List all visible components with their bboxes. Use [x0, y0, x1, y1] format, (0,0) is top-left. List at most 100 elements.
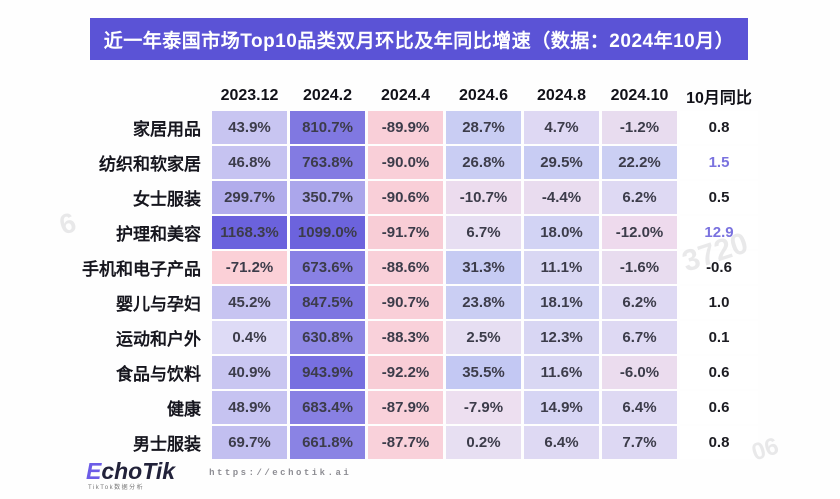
column-header-2: 2024.2 — [303, 87, 352, 104]
heat-cell: 1099.0% — [290, 216, 365, 249]
heat-cell: -90.6% — [368, 181, 443, 214]
column-header-3: 2024.4 — [381, 87, 430, 104]
column-header-6: 2024.10 — [610, 87, 669, 104]
column-header-7: 10月同比 — [686, 90, 752, 107]
heat-cell: -90.7% — [368, 286, 443, 319]
yoy-cell: 0.6 — [680, 356, 758, 389]
heat-cell: 6.2% — [602, 181, 677, 214]
heat-cell: 673.6% — [290, 251, 365, 284]
table-corner — [85, 83, 209, 109]
heat-cell: 29.5% — [524, 146, 599, 179]
row-label-3: 女士服装 — [133, 190, 201, 209]
column-header-5: 2024.8 — [537, 87, 586, 104]
heat-cell: 48.9% — [212, 391, 287, 424]
heat-cell: -87.9% — [368, 391, 443, 424]
heat-cell: 6.7% — [446, 216, 521, 249]
heat-cell: -7.9% — [446, 391, 521, 424]
row-label-1: 家居用品 — [133, 120, 201, 139]
heat-cell: 6.7% — [602, 321, 677, 354]
yoy-cell: 0.6 — [680, 391, 758, 424]
heat-cell: 14.9% — [524, 391, 599, 424]
yoy-cell: 0.1 — [680, 321, 758, 354]
heat-cell: 847.5% — [290, 286, 365, 319]
heat-cell: 12.3% — [524, 321, 599, 354]
heat-cell: 69.7% — [212, 426, 287, 459]
logo-e-glyph: E — [86, 458, 102, 484]
heat-cell: 26.8% — [446, 146, 521, 179]
heatmap-table: 2023.12 2024.2 2024.4 2024.6 2024.8 2024.10 10… — [82, 76, 758, 459]
heat-cell: -1.6% — [602, 251, 677, 284]
heat-cell: 350.7% — [290, 181, 365, 214]
heat-cell: -88.3% — [368, 321, 443, 354]
logo-wordmark: EchoTik — [86, 460, 175, 483]
yoy-cell: 0.8 — [680, 111, 758, 144]
heat-cell: 43.9% — [212, 111, 287, 144]
heat-cell: 810.7% — [290, 111, 365, 144]
heat-cell: 661.8% — [290, 426, 365, 459]
heat-cell: -6.0% — [602, 356, 677, 389]
heat-cell: -1.2% — [602, 111, 677, 144]
watermark-text: 6 — [55, 206, 80, 241]
row-label-2: 纺织和软家居 — [99, 155, 201, 174]
logo-rest: choTik — [101, 458, 176, 484]
heat-cell: 4.7% — [524, 111, 599, 144]
heat-cell: -91.7% — [368, 216, 443, 249]
heat-cell: 46.8% — [212, 146, 287, 179]
column-header-1: 2023.12 — [220, 87, 279, 104]
heat-cell: 23.8% — [446, 286, 521, 319]
heat-cell: 40.9% — [212, 356, 287, 389]
yoy-cell: 0.8 — [680, 426, 758, 459]
yoy-cell: 0.5 — [680, 181, 758, 214]
heat-cell: 22.2% — [602, 146, 677, 179]
yoy-cell: -0.6 — [680, 251, 758, 284]
report-title-bar: 近一年泰国市场Top10品类双月环比及年同比增速（数据：2024年10月） — [90, 18, 748, 60]
heat-cell: 299.7% — [212, 181, 287, 214]
row-label-5: 手机和电子产品 — [82, 260, 201, 279]
footer-url: https://echotik.ai — [209, 468, 352, 478]
heat-cell: 683.4% — [290, 391, 365, 424]
heat-cell: 7.7% — [602, 426, 677, 459]
heat-cell: -10.7% — [446, 181, 521, 214]
heat-cell: -71.2% — [212, 251, 287, 284]
heat-cell: -90.0% — [368, 146, 443, 179]
heat-cell: -4.4% — [524, 181, 599, 214]
heat-cell: 0.4% — [212, 321, 287, 354]
heat-cell: 6.2% — [602, 286, 677, 319]
heat-cell: 763.8% — [290, 146, 365, 179]
row-label-4: 护理和美容 — [116, 225, 201, 244]
report-title: 近一年泰国市场Top10品类双月环比及年同比增速（数据：2024年10月） — [103, 30, 735, 52]
yoy-cell: 1.0 — [680, 286, 758, 319]
row-label-8: 食品与饮料 — [116, 365, 201, 384]
heat-cell: 28.7% — [446, 111, 521, 144]
heat-cell: 0.2% — [446, 426, 521, 459]
yoy-cell: 1.5 — [680, 146, 758, 179]
heat-cell: 18.0% — [524, 216, 599, 249]
heat-cell: 11.6% — [524, 356, 599, 389]
logo-tagline: TikTok数据分析 — [88, 485, 145, 491]
column-header-4: 2024.6 — [459, 87, 508, 104]
yoy-cell: 12.9 — [680, 216, 758, 249]
heat-cell: -92.2% — [368, 356, 443, 389]
heat-cell: 31.3% — [446, 251, 521, 284]
row-label-7: 运动和户外 — [116, 330, 201, 349]
row-label-10: 男士服装 — [133, 435, 201, 454]
row-label-6: 婴儿与孕妇 — [116, 295, 201, 314]
heat-cell: 630.8% — [290, 321, 365, 354]
heat-cell: 1168.3% — [212, 216, 287, 249]
echotik-logo: EchoTik TikTok数据分析 — [86, 460, 175, 492]
heat-cell: 6.4% — [524, 426, 599, 459]
heat-cell: -89.9% — [368, 111, 443, 144]
heat-cell: 18.1% — [524, 286, 599, 319]
row-label-9: 健康 — [167, 400, 201, 419]
heat-cell: -88.6% — [368, 251, 443, 284]
heat-cell: 6.4% — [602, 391, 677, 424]
heat-cell: -87.7% — [368, 426, 443, 459]
heat-cell: -12.0% — [602, 216, 677, 249]
heat-cell: 35.5% — [446, 356, 521, 389]
heat-cell: 2.5% — [446, 321, 521, 354]
heat-cell: 943.9% — [290, 356, 365, 389]
heat-cell: 45.2% — [212, 286, 287, 319]
heat-cell: 11.1% — [524, 251, 599, 284]
footer: EchoTik TikTok数据分析 https://echotik.ai — [86, 460, 352, 492]
